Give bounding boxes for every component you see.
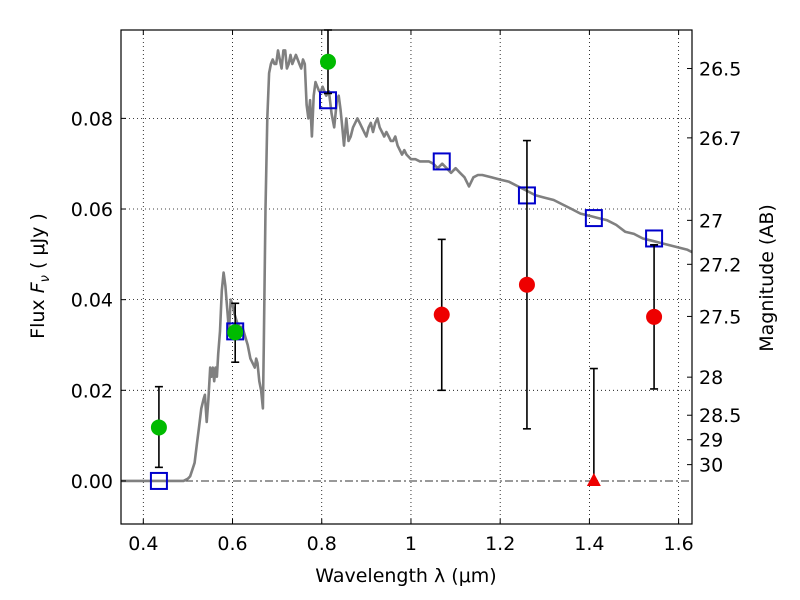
y-tick-label: 0.04 [71, 290, 113, 312]
y2-tick-label: 26.5 [699, 59, 741, 81]
model-flux-square [432, 152, 451, 171]
observed-flux-point [227, 324, 244, 341]
model-flux-square [149, 471, 168, 490]
y-axis-label: Flux Fν ( μJy ) [27, 213, 53, 339]
y2-tick-label: 27.5 [699, 306, 741, 328]
x-tick-label: 0.4 [128, 533, 158, 555]
y2-tick-label: 27.2 [699, 254, 741, 276]
y-tick-label: 0.08 [71, 108, 113, 130]
y-tick-label: 0.06 [71, 199, 113, 221]
model-flux-square [584, 209, 603, 228]
y-tick-label: 0.02 [71, 380, 113, 402]
tick-layer: 0.4 0.6 0.8 1 1.2 1.4 1.6 0.00 0.02 0.04 0.06 0.08 2… [71, 30, 741, 555]
x-tick-label: 1.2 [485, 533, 515, 555]
y2-tick-label: 28 [699, 367, 723, 389]
y2-axis-label: Magnitude (AB) [756, 204, 778, 352]
observed-flux-point [150, 419, 167, 436]
y2-tick-label: 30 [699, 455, 723, 477]
y-tick-label: 0.00 [71, 471, 113, 493]
y2-tick-label: 28.5 [699, 405, 741, 427]
observed-flux-point [319, 53, 336, 70]
x-axis-label: Wavelength λ (μm) [315, 565, 496, 587]
observed-flux-point [646, 308, 663, 325]
y-axis-label-variable: F [27, 281, 49, 293]
x-tick-label: 1 [405, 533, 417, 555]
observed-flux-point [433, 306, 450, 323]
upper-limit-triangle [586, 472, 601, 486]
y-axis-label-subscript: ν [38, 275, 53, 282]
observed-flux-point [518, 276, 535, 293]
y2-tick-label: 27 [699, 210, 723, 232]
x-tick-label: 0.8 [307, 533, 337, 555]
x-tick-label: 1.6 [664, 533, 694, 555]
x-tick-label: 0.6 [217, 533, 247, 555]
model-spectrum-line [121, 49, 693, 483]
y-axis-label-suffix: ( μJy ) [27, 213, 49, 275]
y-axis-label-prefix: Flux [27, 293, 49, 339]
x-tick-label: 1.4 [574, 533, 604, 555]
plot-frame [120, 29, 693, 525]
y2-tick-label: 29 [699, 430, 723, 452]
y2-tick-label: 26.7 [699, 128, 741, 150]
